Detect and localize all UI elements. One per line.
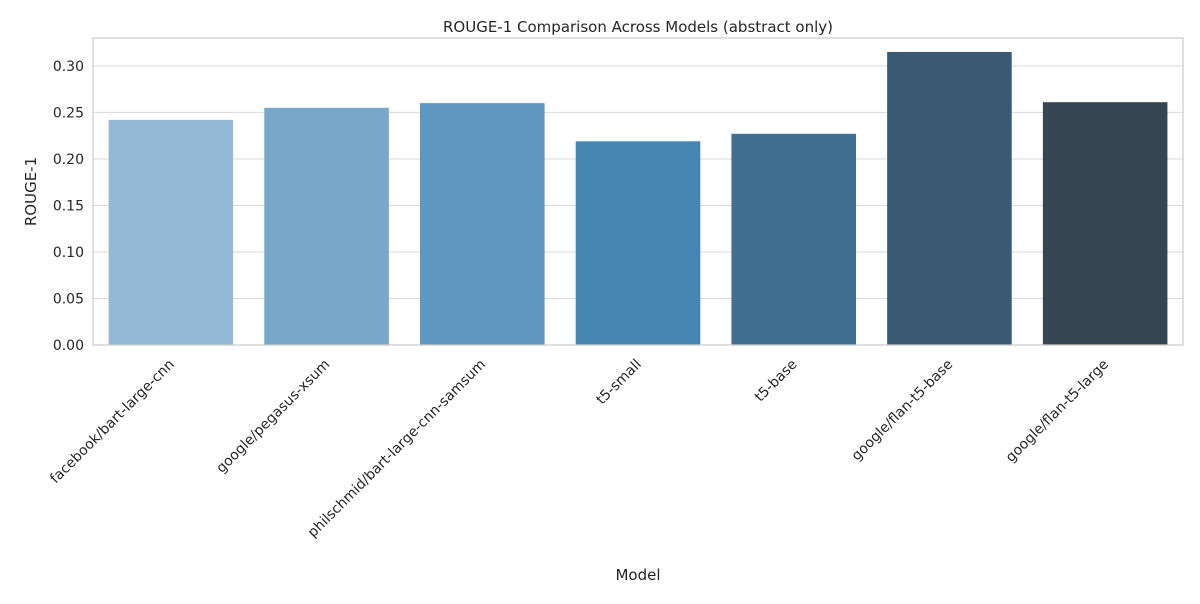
x-tick-label: philschmid/bart-large-cnn-samsum xyxy=(305,357,489,541)
bar xyxy=(887,51,1012,346)
plot-frame xyxy=(92,37,1184,346)
x-tick-labels: facebook/bart-large-cnn google/pegasus-xs… xyxy=(47,357,1112,541)
x-tick-label: google/flan-t5-large xyxy=(1003,357,1112,466)
y-tick-label: 0.20 xyxy=(53,152,84,168)
y-tick-labels: 0.00 0.05 0.10 0.15 0.20 0.25 0.30 xyxy=(53,59,84,354)
x-tick-label: google/flan-t5-base xyxy=(849,357,957,465)
x-tick-label: google/pegasus-xsum xyxy=(213,357,333,477)
y-tick-label: 0.00 xyxy=(53,338,84,354)
y-tick-label: 0.05 xyxy=(53,291,84,307)
bars xyxy=(108,51,1168,346)
x-axis-label: Model xyxy=(615,566,660,584)
y-tick-label: 0.30 xyxy=(53,59,84,75)
bar xyxy=(420,103,545,345)
bar xyxy=(108,119,234,345)
y-tick-label: 0.25 xyxy=(53,105,84,121)
chart-title: ROUGE-1 Comparison Across Models (abstra… xyxy=(443,18,833,36)
bar xyxy=(575,141,701,345)
y-axis-label: ROUGE-1 xyxy=(22,157,40,226)
y-tick-label: 0.10 xyxy=(53,245,84,261)
bar xyxy=(1042,102,1168,345)
bar xyxy=(264,107,389,345)
x-tick-label: facebook/bart-large-cnn xyxy=(47,357,177,487)
x-tick-label: t5-small xyxy=(593,357,644,408)
y-tick-label: 0.15 xyxy=(53,198,84,214)
x-tick-label: t5-base xyxy=(752,357,801,406)
bar xyxy=(731,133,856,345)
